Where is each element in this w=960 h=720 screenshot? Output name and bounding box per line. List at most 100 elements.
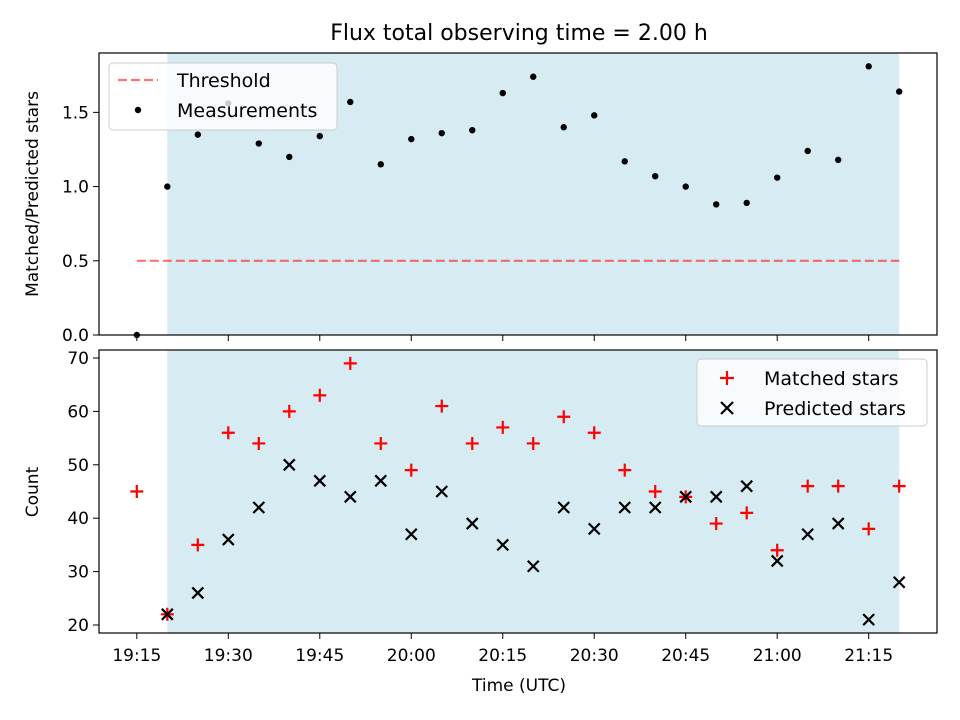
measurement-point xyxy=(682,183,689,190)
measurement-point xyxy=(560,124,567,131)
y-tick-label: 30 xyxy=(67,563,89,583)
measurement-point xyxy=(408,135,415,143)
predicted-star-point xyxy=(465,517,479,530)
x-tick-label: 20:30 xyxy=(570,646,619,666)
chart-title: Flux total observing time = 2.00 h xyxy=(330,21,708,46)
predicted-star-point xyxy=(435,485,449,498)
predicted-star-point xyxy=(313,474,327,488)
predicted-star-point xyxy=(222,533,235,546)
y-tick-label: 1.5 xyxy=(62,103,89,123)
predicted-star-point xyxy=(526,559,540,573)
predicted-star-point xyxy=(283,458,296,472)
y-tick-label: 0.0 xyxy=(62,326,89,346)
predicted-star-point xyxy=(648,501,662,514)
y-tick-label: 40 xyxy=(67,509,89,529)
predicted-star-point xyxy=(770,554,784,568)
y-tick-label: 1.0 xyxy=(62,178,89,198)
count-panel: 20 30 40 50 60 70 19:15 19:30 19:45 20:00 20:15 20… xyxy=(23,349,938,696)
predicted-star-point xyxy=(161,608,174,621)
matched-star-point xyxy=(282,404,296,418)
measurement-point xyxy=(865,63,872,70)
matched-star-point xyxy=(862,522,876,536)
matched-star-point xyxy=(587,426,601,440)
legend-matched-label: Matched stars xyxy=(764,368,898,390)
matched-star-point xyxy=(648,485,662,498)
predicted-star-point xyxy=(801,527,814,541)
predicted-star-point xyxy=(587,522,601,536)
y-tick-label: 0.5 xyxy=(62,252,89,272)
measurement-point xyxy=(377,161,384,168)
legend-measurements-swatch xyxy=(134,106,142,114)
measurement-point xyxy=(774,174,781,181)
matched-star-point xyxy=(252,436,266,450)
y-tick-label: 20 xyxy=(67,616,89,636)
ratio-panel-frame xyxy=(98,52,938,336)
count-y-label: Count xyxy=(23,466,43,517)
x-tick-label: 19:15 xyxy=(112,646,161,666)
matched-star-point xyxy=(496,420,510,434)
y-tick-label: 70 xyxy=(67,349,89,369)
measurement-point xyxy=(347,98,354,106)
x-axis-label: Time (UTC) xyxy=(471,676,566,696)
ratio-panel: 0.0 0.5 1.0 1.5 Matched/Predicted stars Thr… xyxy=(23,52,938,346)
predicted-star-point xyxy=(404,527,418,541)
predicted-star-point xyxy=(252,501,266,514)
predicted-star-point xyxy=(344,490,357,504)
ratio-y-axis: 0.0 0.5 1.0 1.5 xyxy=(62,103,99,346)
matched-star-point xyxy=(404,463,418,477)
y-tick-label: 60 xyxy=(67,402,89,422)
measurement-point xyxy=(804,147,811,155)
matched-star-point xyxy=(313,388,327,402)
measurement-point xyxy=(621,158,628,165)
matched-star-point xyxy=(374,436,388,450)
matched-star-point xyxy=(130,485,144,498)
matched-star-point xyxy=(770,543,784,557)
measurement-point xyxy=(530,73,537,80)
x-tick-label: 20:00 xyxy=(387,646,436,666)
x-tick-label: 20:45 xyxy=(661,646,710,666)
measurement-point xyxy=(438,129,445,137)
predicted-star-point xyxy=(557,501,571,514)
legend-predicted-label: Predicted stars xyxy=(764,398,906,420)
measurement-point xyxy=(255,140,262,147)
count-x-axis: 19:15 19:30 19:45 20:00 20:15 20:30 20:45 21:00… xyxy=(112,633,893,666)
matched-star-point xyxy=(618,463,632,477)
legend-matched-swatch xyxy=(720,371,734,385)
ratio-y-label: Matched/Predicted stars xyxy=(23,91,43,297)
count-panel-frame xyxy=(98,349,938,634)
matched-star-point xyxy=(465,436,479,450)
predicted-star-point xyxy=(892,575,906,589)
measurement-point xyxy=(591,112,598,119)
measurement-point xyxy=(286,153,293,161)
matched-star-point xyxy=(221,426,235,440)
x-tick-label: 21:15 xyxy=(844,646,893,666)
matched-star-point xyxy=(435,399,449,413)
measurement-point xyxy=(469,126,476,134)
measurement-point xyxy=(164,183,171,190)
measurement-point xyxy=(895,88,903,95)
ratio-legend: Threshold Measurements xyxy=(108,62,338,131)
matched-star-point xyxy=(557,410,571,424)
measurement-point xyxy=(713,201,720,208)
y-tick-label: 50 xyxy=(67,456,89,476)
predicted-star-point xyxy=(374,474,388,488)
matched-star-point xyxy=(709,517,723,531)
predicted-star-point xyxy=(191,586,205,600)
count-points xyxy=(130,356,906,626)
predicted-star-point xyxy=(679,490,692,504)
legend-threshold-label: Threshold xyxy=(176,70,271,92)
x-tick-label: 19:45 xyxy=(295,646,344,666)
measurement-point xyxy=(743,199,750,207)
x-tick-label: 21:00 xyxy=(753,646,802,666)
x-tick-label: 20:15 xyxy=(478,646,527,666)
measurement-point xyxy=(834,156,842,164)
measurement-point xyxy=(194,131,202,138)
legend-measurements-label: Measurements xyxy=(177,100,317,122)
count-legend: Matched stars Predicted stars xyxy=(696,358,928,427)
predicted-star-point xyxy=(618,501,632,514)
ratio-x-ticks xyxy=(136,335,870,341)
matched-star-point xyxy=(831,479,845,493)
matched-star-point xyxy=(892,479,906,493)
matched-star-point xyxy=(740,506,754,520)
